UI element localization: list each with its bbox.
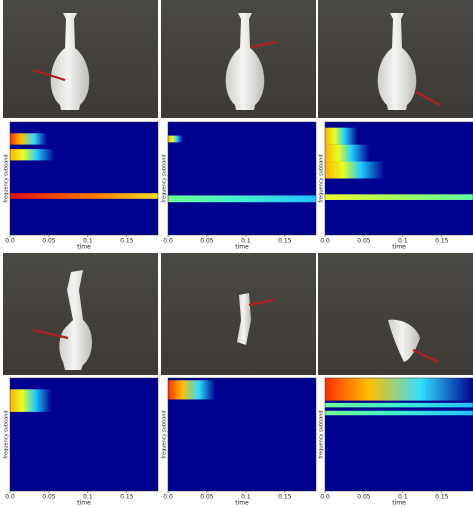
y-axis-label: frequency subband	[162, 410, 168, 458]
y-axis-label: frequency subband	[319, 410, 325, 458]
heatmap-band	[325, 411, 473, 416]
x-tick-label: 0.15	[435, 238, 449, 245]
photo	[3, 253, 158, 375]
heatmap-band	[10, 193, 158, 199]
heatmap-band	[10, 149, 54, 160]
x-tick-label: 0.05	[200, 494, 214, 501]
photo	[161, 253, 316, 375]
x-tick-label: 0.0	[320, 238, 330, 245]
heatmap-band	[325, 194, 473, 200]
x-tick-label: 0.0	[320, 494, 330, 501]
x-axis-label: time	[235, 244, 249, 251]
heatmap-band	[325, 378, 473, 401]
heatmap-background	[168, 122, 316, 235]
heatmap-band	[325, 145, 369, 162]
x-tick-label: 0.15	[435, 494, 449, 501]
x-tick-label: 0.0	[163, 238, 173, 245]
x-tick-label: 0.0	[163, 494, 173, 501]
x-axis-label: time	[77, 500, 91, 507]
heatmap-band	[168, 380, 215, 399]
x-axis-label: time	[235, 500, 249, 507]
x-tick-label: 0.15	[120, 494, 134, 501]
x-axis-label: time	[77, 244, 91, 251]
heatmap-band	[168, 136, 183, 143]
photo	[318, 0, 473, 118]
y-axis-label: frequency subband	[4, 410, 10, 458]
x-tick-label: 0.05	[42, 238, 56, 245]
x-tick-label: 0.0	[5, 494, 15, 501]
photo	[161, 0, 316, 118]
x-tick-label: 0.05	[357, 238, 371, 245]
photo-background	[318, 253, 473, 375]
heatmap-band	[325, 403, 473, 408]
y-axis-label: frequency subband	[4, 154, 10, 202]
x-tick-label: 0.05	[200, 238, 214, 245]
photo	[3, 0, 158, 118]
y-axis-label: frequency subband	[162, 154, 168, 202]
heatmap-band	[168, 195, 316, 202]
x-tick-label: 0.15	[278, 494, 292, 501]
y-axis-label: frequency subband	[319, 154, 325, 202]
x-tick-label: 0.05	[357, 494, 371, 501]
photo-background	[161, 253, 316, 375]
x-axis-label: time	[392, 500, 406, 507]
x-tick-label: 0.15	[278, 238, 292, 245]
photo	[318, 253, 473, 375]
heatmap-band	[10, 133, 47, 144]
heatmap-band	[325, 128, 358, 145]
x-tick-label: 0.0	[5, 238, 15, 245]
figure: frequency subband0.00.050.10.15timefrequ…	[0, 0, 473, 508]
x-axis-label: time	[392, 244, 406, 251]
x-tick-label: 0.05	[42, 494, 56, 501]
heatmap-band	[10, 389, 51, 412]
heatmap-band	[325, 162, 384, 179]
x-tick-label: 0.15	[120, 238, 134, 245]
